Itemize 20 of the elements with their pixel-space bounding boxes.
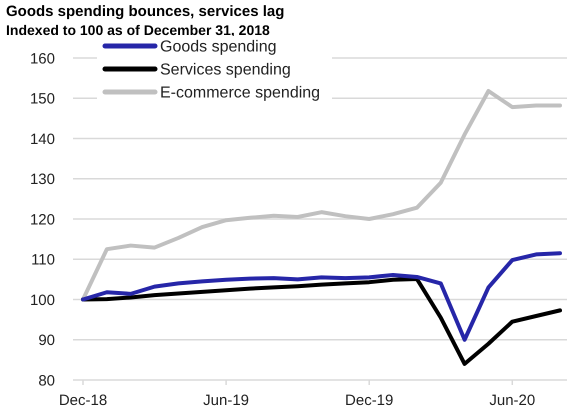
legend-label: Goods spending (160, 38, 277, 56)
y-tick-label: 140 (30, 130, 55, 148)
y-tick-label: 160 (30, 50, 55, 68)
x-tick-label: Jun-19 (203, 392, 250, 409)
chart-title: Goods spending bounces, services lag (6, 3, 284, 20)
y-tick-label: 110 (31, 252, 55, 268)
x-tick-label: Jun-20 (489, 392, 536, 409)
y-tick-label: 80 (38, 372, 55, 390)
y-tick-label: 90 (38, 332, 55, 349)
y-tick-label: 130 (30, 171, 55, 188)
y-tick-label: 150 (30, 90, 55, 108)
x-tick-label: Dec-18 (58, 392, 108, 409)
legend-label: E-commerce spending (160, 84, 320, 102)
x-tick-label: Dec-19 (345, 392, 394, 409)
line-series (81, 251, 562, 342)
y-tick-label: 100 (30, 292, 55, 309)
legend-label: Services spending (160, 62, 291, 79)
y-tick-label: 120 (30, 211, 55, 228)
chart-subtitle: Indexed to 100 as of December 31, 2018 (6, 22, 270, 38)
line-series (81, 276, 562, 366)
